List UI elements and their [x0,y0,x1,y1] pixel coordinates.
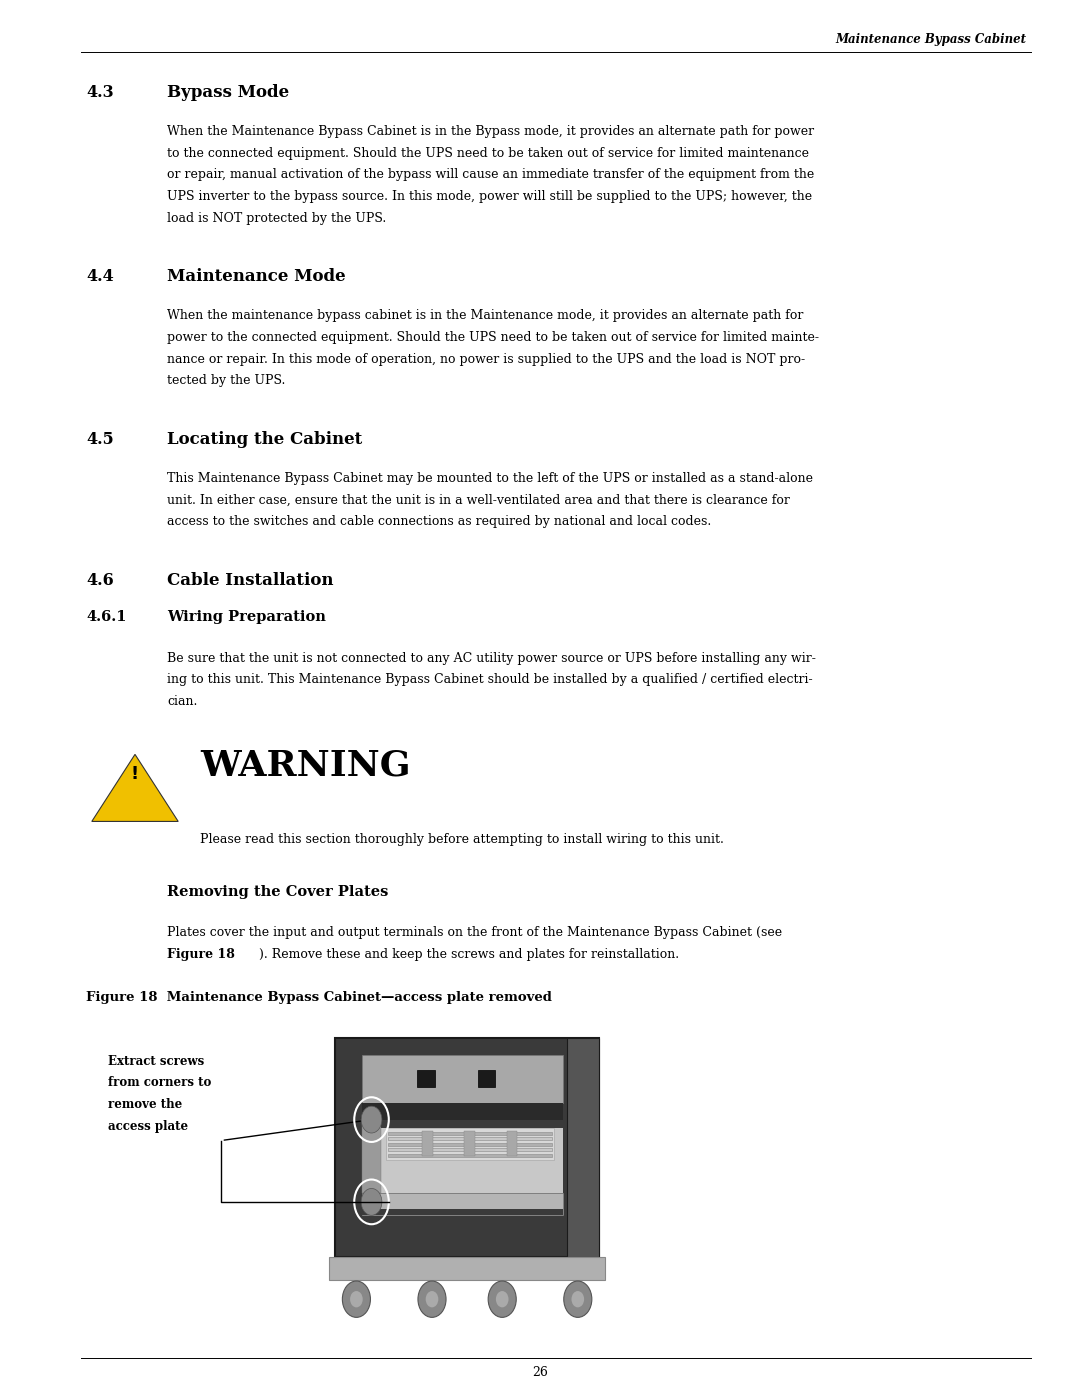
Text: 4.4: 4.4 [86,268,114,285]
Text: 4.3: 4.3 [86,84,114,101]
Text: access plate: access plate [108,1119,188,1133]
FancyBboxPatch shape [362,1119,381,1193]
Text: cian.: cian. [167,694,198,708]
Circle shape [564,1281,592,1317]
Text: Please read this section thoroughly before attempting to install wiring to this : Please read this section thoroughly befo… [200,833,724,845]
FancyBboxPatch shape [388,1148,552,1151]
Text: UPS inverter to the bypass source. In this mode, power will still be supplied to: UPS inverter to the bypass source. In th… [167,190,812,203]
Circle shape [571,1291,584,1308]
FancyBboxPatch shape [329,1257,605,1280]
FancyBboxPatch shape [507,1132,517,1157]
Text: ing to this unit. This Maintenance Bypass Cabinet should be installed by a quali: ing to this unit. This Maintenance Bypas… [167,673,813,686]
Text: Bypass Mode: Bypass Mode [167,84,289,101]
Text: to the connected equipment. Should the UPS need to be taken out of service for l: to the connected equipment. Should the U… [167,147,809,159]
Text: Extract screws: Extract screws [108,1055,204,1067]
Text: Maintenance Bypass Cabinet: Maintenance Bypass Cabinet [835,34,1026,46]
FancyBboxPatch shape [388,1132,552,1134]
FancyBboxPatch shape [335,1038,599,1257]
Text: from corners to: from corners to [108,1076,212,1090]
Circle shape [350,1291,363,1308]
Text: When the Maintenance Bypass Cabinet is in the Bypass mode, it provides an altern: When the Maintenance Bypass Cabinet is i… [167,126,814,138]
FancyBboxPatch shape [464,1132,475,1157]
Text: Removing the Cover Plates: Removing the Cover Plates [167,884,389,900]
Text: Cable Installation: Cable Installation [167,571,334,590]
FancyBboxPatch shape [388,1154,552,1157]
Circle shape [361,1189,382,1215]
FancyBboxPatch shape [362,1119,563,1193]
FancyBboxPatch shape [388,1137,552,1140]
FancyBboxPatch shape [362,1193,563,1215]
Text: Plates cover the input and output terminals on the front of the Maintenance Bypa: Plates cover the input and output termin… [167,926,783,939]
Circle shape [342,1281,370,1317]
Text: Be sure that the unit is not connected to any AC utility power source or UPS bef: Be sure that the unit is not connected t… [167,651,816,665]
FancyBboxPatch shape [388,1143,552,1146]
Text: !: ! [131,766,139,784]
Text: load is NOT protected by the UPS.: load is NOT protected by the UPS. [167,211,387,225]
Circle shape [488,1281,516,1317]
Text: nance or repair. In this mode of operation, no power is supplied to the UPS and : nance or repair. In this mode of operati… [167,352,806,366]
Text: 4.6: 4.6 [86,571,114,590]
Polygon shape [92,754,178,821]
FancyBboxPatch shape [362,1102,563,1119]
Text: 4.5: 4.5 [86,430,114,448]
Text: remove the: remove the [108,1098,183,1111]
Circle shape [418,1281,446,1317]
Text: ). Remove these and keep the screws and plates for reinstallation.: ). Remove these and keep the screws and … [259,947,679,961]
FancyBboxPatch shape [381,1119,563,1129]
FancyBboxPatch shape [362,1208,563,1215]
Text: Figure 18: Figure 18 [167,947,235,961]
Text: This Maintenance Bypass Cabinet may be mounted to the left of the UPS or install: This Maintenance Bypass Cabinet may be m… [167,472,813,485]
Text: Locating the Cabinet: Locating the Cabinet [167,430,363,448]
FancyBboxPatch shape [477,1070,495,1087]
FancyBboxPatch shape [362,1055,563,1102]
Circle shape [496,1291,509,1308]
Text: 4.6.1: 4.6.1 [86,610,127,624]
Text: unit. In either case, ensure that the unit is in a well-ventilated area and that: unit. In either case, ensure that the un… [167,493,791,507]
Text: Wiring Preparation: Wiring Preparation [167,610,326,624]
Text: Figure 18  Maintenance Bypass Cabinet—access plate removed: Figure 18 Maintenance Bypass Cabinet—acc… [86,990,552,1004]
Text: 26: 26 [532,1366,548,1379]
Text: tected by the UPS.: tected by the UPS. [167,374,286,387]
Text: or repair, manual activation of the bypass will cause an immediate transfer of t: or repair, manual activation of the bypa… [167,168,814,182]
Text: access to the switches and cable connections as required by national and local c: access to the switches and cable connect… [167,515,712,528]
FancyBboxPatch shape [418,1070,435,1087]
FancyBboxPatch shape [386,1129,554,1160]
FancyBboxPatch shape [422,1132,433,1157]
Text: Maintenance Mode: Maintenance Mode [167,268,346,285]
Text: When the maintenance bypass cabinet is in the Maintenance mode, it provides an a: When the maintenance bypass cabinet is i… [167,309,804,323]
Circle shape [426,1291,438,1308]
FancyBboxPatch shape [567,1038,599,1257]
Text: power to the connected equipment. Should the UPS need to be taken out of service: power to the connected equipment. Should… [167,331,820,344]
Text: WARNING: WARNING [200,749,410,782]
Circle shape [361,1106,382,1133]
